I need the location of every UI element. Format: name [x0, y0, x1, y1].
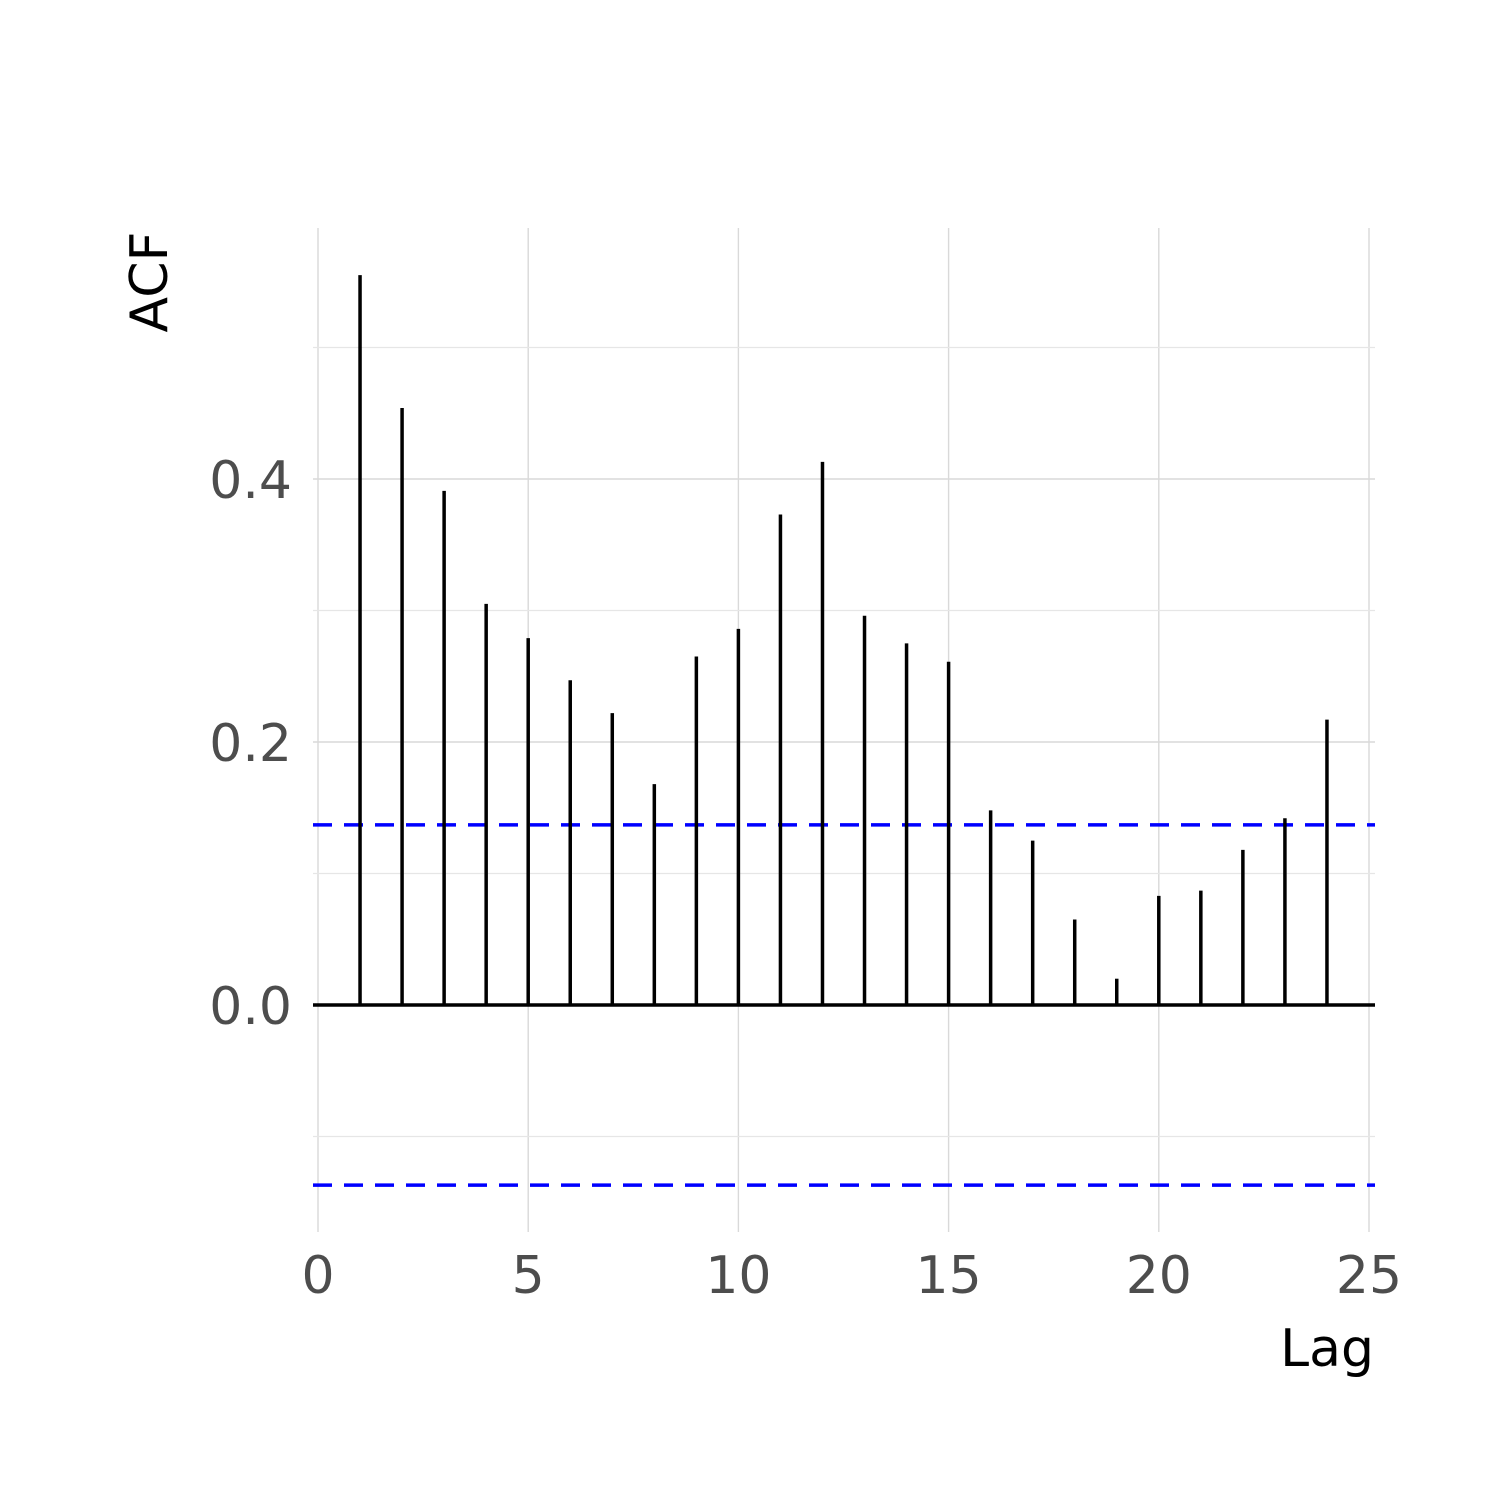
grid-layer [313, 228, 1375, 1232]
x-tick-label-0: 0 [301, 1246, 334, 1306]
x-tick-label-5: 5 [512, 1246, 545, 1306]
x-tick-label-10: 10 [705, 1246, 771, 1306]
y-tick-label-2: 0.4 [209, 451, 292, 511]
tick-label-layer: 0 5 10 15 20 25 0.0 0.2 0.4 [209, 451, 1402, 1306]
x-axis-title: Lag [1280, 1319, 1374, 1379]
confidence-band-layer [313, 823, 1375, 1187]
x-tick-label-15: 15 [916, 1246, 982, 1306]
y-tick-label-1: 0.2 [209, 714, 292, 774]
y-tick-label-0: 0.0 [209, 977, 292, 1037]
x-tick-label-25: 25 [1336, 1246, 1402, 1306]
y-axis-title: ACF [120, 232, 180, 333]
stem-layer [313, 275, 1375, 1007]
x-tick-label-20: 20 [1126, 1246, 1192, 1306]
